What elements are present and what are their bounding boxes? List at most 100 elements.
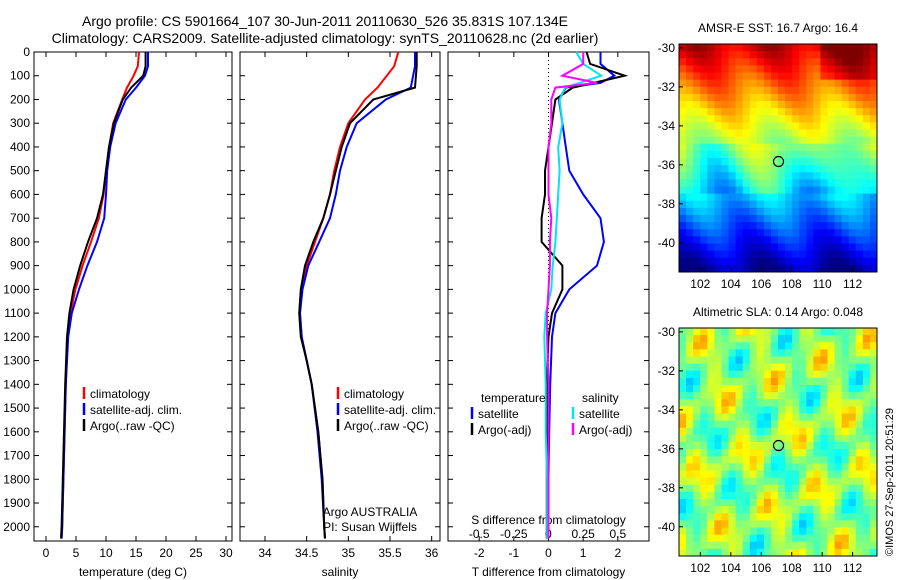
salinity-legend-label: satellite-adj. clim. <box>344 403 436 417</box>
sla_map-heatmap-cell <box>785 413 793 422</box>
sst_map-heatmap-cell <box>707 51 715 59</box>
sla_map-heatmap-cell <box>827 527 835 536</box>
sla_map-heatmap-cell <box>721 463 729 471</box>
sla_map-heatmap-cell <box>792 491 800 500</box>
sla_map-heatmap-cell <box>792 377 800 386</box>
sst_map-heatmap-cell <box>749 257 758 266</box>
sla_map-heatmap-cell <box>728 363 736 372</box>
sla_map-heatmap-cell <box>686 342 694 350</box>
sst_map-heatmap-cell <box>707 243 715 252</box>
sst_map-heatmap-cell <box>834 250 843 259</box>
sst_map-heatmap-cell <box>770 150 779 159</box>
sst_map-heatmap-cell <box>841 264 850 273</box>
sst_map-heatmap-cell <box>841 65 850 73</box>
sst_map-heatmap-cell <box>827 65 835 73</box>
sla_map-heatmap-cell <box>770 420 779 429</box>
sla_map-heatmap-cell <box>799 527 807 536</box>
sla_map-heatmap-cell <box>700 349 708 357</box>
sla_map-heatmap-cell <box>799 456 807 464</box>
difference-legend-title: salinity <box>582 391 619 405</box>
sla_map-heatmap-cell <box>827 420 835 429</box>
sla_map-heatmap-cell <box>862 399 871 407</box>
sla_map-heatmap-cell <box>693 513 701 521</box>
sst_map-heatmap-cell <box>770 200 779 209</box>
sst_map-heatmap-cell <box>693 229 701 237</box>
sst_map-heatmap-cell <box>799 86 807 95</box>
sst_map-heatmap-cell <box>855 222 864 230</box>
sla_map-heatmap-cell <box>749 342 758 350</box>
sst_map-heatmap-cell <box>770 257 779 266</box>
sla_map-heatmap-cell <box>848 499 857 507</box>
sst_map-heatmap-cell <box>834 79 843 88</box>
sst_map-heatmap-cell <box>792 193 800 202</box>
sla_map-heatmap-cells <box>679 328 878 557</box>
sst_map-heatmap-cell <box>742 222 751 230</box>
sla_map-heatmap-cell <box>813 484 821 493</box>
sla_map-heatmap-cell <box>770 527 779 536</box>
sst_map-heatmap-cell <box>855 93 864 102</box>
sst_map-heatmap-cell <box>855 129 864 138</box>
sst_map-heatmap-cell <box>763 136 772 145</box>
sst_map-heatmap-cell <box>756 165 765 173</box>
sla_map-heatmap-cell <box>721 513 729 521</box>
sla_map-heatmap-cell <box>841 534 850 543</box>
sla_map-heatmap-cell <box>679 527 687 536</box>
sla_map-heatmap-cell <box>707 484 715 493</box>
figure-subtitle: Climatology: CARS2009. Satellite-adjuste… <box>51 30 599 46</box>
sst_map-heatmap-cell <box>693 172 701 180</box>
sla_map-heatmap-cell <box>763 449 772 457</box>
sst_map-heatmap-cell <box>679 236 687 244</box>
sst_map-heatmap-cell <box>721 215 729 223</box>
sla_map-heatmap-cell <box>686 534 694 543</box>
sla_map-heatmap-cell <box>742 456 751 464</box>
sst_map-heatmap-cell <box>799 51 807 59</box>
sst_map-heatmap-cell <box>686 200 694 209</box>
sst_map-heatmap-cell <box>714 58 722 66</box>
sla_map-heatmap-cell <box>770 342 779 350</box>
sla_map-heatmap-cell <box>728 413 736 422</box>
sst_map-heatmap-cell <box>778 257 786 266</box>
sst_map-heatmap-cell <box>756 101 765 109</box>
sla_map-heatmap-cell <box>707 427 715 436</box>
sst_map-heatmap-cell <box>728 65 736 73</box>
sla_map-heatmap-cell <box>848 442 857 450</box>
depth-tick-label: 1600 <box>3 425 30 439</box>
sst_map-heatmap-cell <box>742 150 751 159</box>
sst_map-heatmap-cell <box>813 200 821 209</box>
sla_map-heatmap-cell <box>763 392 772 400</box>
sst_map-heatmap-cell <box>700 51 708 59</box>
sla_map-heatmap-cell <box>742 477 751 486</box>
sst_map-heatmap-cell <box>806 136 814 145</box>
sst_map-heatmap-cell <box>855 86 864 95</box>
sla_map-heatmap-cell <box>763 499 772 507</box>
sla_map-heatmap-cell <box>693 484 701 493</box>
sst_map-heatmap-cell <box>792 101 800 109</box>
sla_map-heatmap-cell <box>770 370 779 379</box>
sst_map-heatmap-cell <box>827 108 835 116</box>
sla_map-heatmap-cell <box>749 449 758 457</box>
sla_map-heatmap-cell <box>728 456 736 464</box>
sla_map-heatmap-cell <box>806 442 814 450</box>
sla_map-heatmap-cell <box>707 370 715 379</box>
sla_map-heatmap-cell <box>686 449 694 457</box>
sst_map-heatmap-cell <box>834 93 843 102</box>
sla_map-heatmap-cell <box>820 548 828 557</box>
sst_map-heatmap-cell <box>742 136 751 145</box>
sst_map-heatmap-cell <box>693 186 701 195</box>
sst_map-heatmap-cell <box>707 143 715 152</box>
sst_map-heatmap-cell <box>778 200 786 209</box>
sla_map-heatmap-cell <box>792 427 800 436</box>
sla_map-heatmap-cell <box>834 377 843 386</box>
sla_map-heatmap-cell <box>799 406 807 414</box>
sst_map-heatmap-cell <box>834 122 843 130</box>
sla_map-heatmap-cell <box>686 520 694 528</box>
salinity-xlabel: salinity <box>322 565 359 579</box>
sla_map-heatmap-cell <box>749 370 758 379</box>
sla_map-heatmap-cell <box>763 513 772 521</box>
sst_map-heatmap-cell <box>693 165 701 173</box>
sla_map-heatmap-cell <box>742 470 751 479</box>
sla_map-heatmap-cell <box>686 527 694 536</box>
sla_map-heatmap-cell <box>714 370 722 379</box>
sst_map-heatmap-cell <box>869 122 878 130</box>
sst_map-heatmap-cell <box>693 158 701 166</box>
